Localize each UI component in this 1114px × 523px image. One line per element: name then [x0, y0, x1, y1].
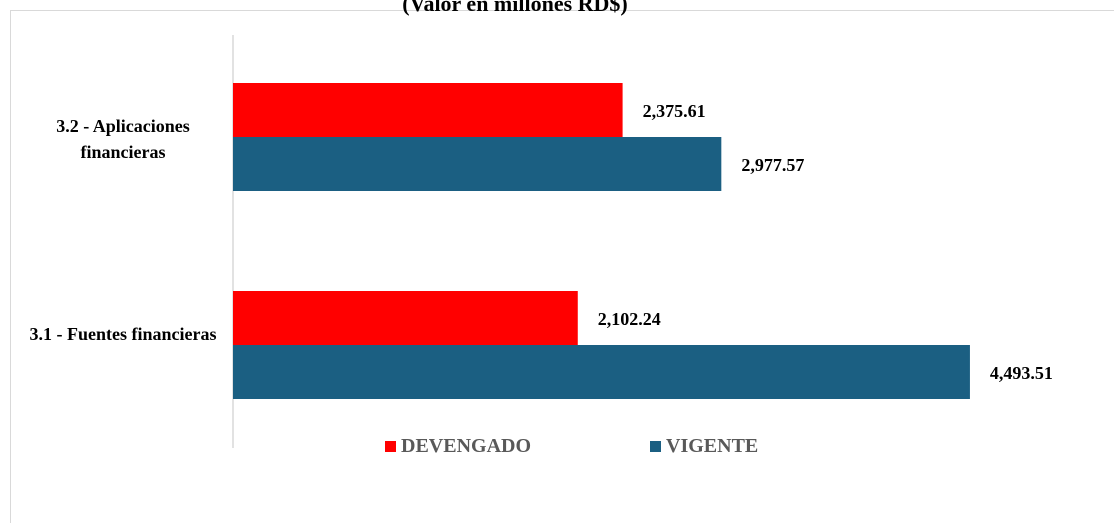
value-label: 2,375.61 — [642, 101, 706, 121]
chart-subtitle: (Valor en millones RD$) — [402, 0, 628, 16]
legend-swatch — [385, 441, 396, 452]
bar — [233, 137, 722, 191]
chart-frame — [10, 10, 1114, 523]
bar — [233, 83, 623, 137]
legend-label: DEVENGADO — [401, 435, 532, 457]
bar — [233, 345, 970, 399]
value-label: 2,977.57 — [741, 155, 805, 175]
value-label: 2,102.24 — [597, 309, 661, 329]
category-label: 3.2 - Aplicaciones financieras — [56, 116, 190, 162]
bar — [233, 291, 578, 345]
legend-swatch — [650, 441, 661, 452]
value-label: 4,493.51 — [989, 363, 1053, 383]
category-label: 3.1 - Fuentes financieras — [29, 324, 217, 344]
legend-label: VIGENTE — [666, 435, 759, 457]
